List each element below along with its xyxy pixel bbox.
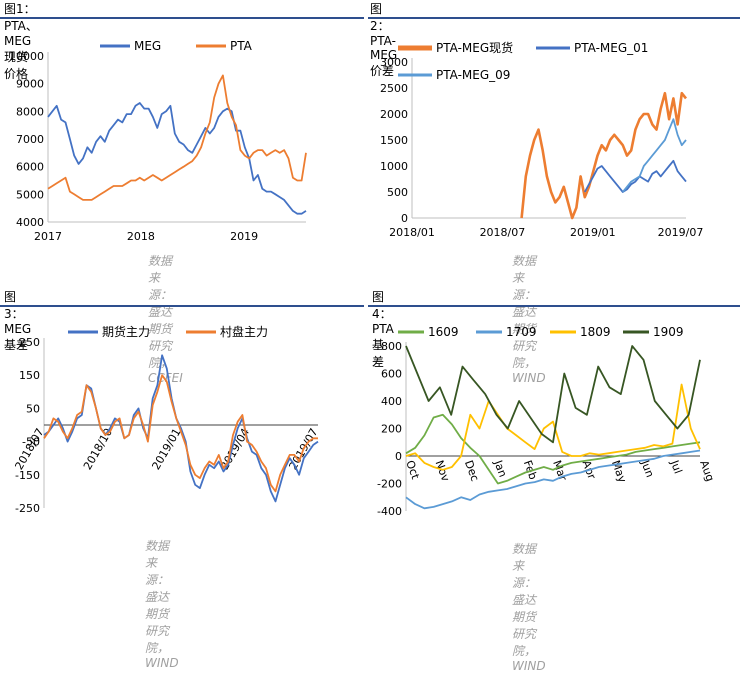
- y-tick-label: 4000: [16, 216, 44, 229]
- y-tick-label: 1000: [380, 160, 408, 173]
- y-tick-label: 200: [381, 423, 402, 436]
- x-tick-label: 2018: [127, 230, 155, 243]
- panel-2-title: 图2：PTA-MEG价差: [370, 2, 398, 78]
- y-tick-label: -400: [377, 505, 402, 518]
- y-tick-label: 3000: [380, 56, 408, 69]
- y-tick-label: -250: [15, 502, 40, 515]
- x-tick-label: 2018/07: [480, 226, 526, 239]
- y-tick-label: 2000: [380, 108, 408, 121]
- series-line-3: [622, 118, 687, 193]
- legend-label: 1909: [653, 325, 684, 339]
- series-line-2: [584, 159, 687, 193]
- series-line-2: [43, 374, 318, 493]
- panel-4-source: 数据来源：盛达期货研究院，WIND: [512, 542, 546, 673]
- panel-3-title: 图3：MEG基差: [4, 290, 32, 352]
- x-tick-label: 2019: [230, 230, 258, 243]
- chart-meg-basis: -250 -150 -50 50 150 250 2018/07 2018/10 2019/01…: [12, 324, 320, 515]
- x-tick-label: Jan: [491, 458, 509, 479]
- x-tick-label: 2019/07: [658, 226, 704, 239]
- legend-label: 1809: [580, 325, 611, 339]
- y-tick-label: 2500: [380, 82, 408, 95]
- y-tick-label: 5000: [16, 188, 44, 201]
- legend-label: 期货主力: [102, 324, 150, 339]
- legend-label: PTA-MEG现货: [436, 40, 513, 55]
- series-line-4: [405, 345, 701, 444]
- y-tick-label: 7000: [16, 133, 44, 146]
- y-tick-label: 800: [381, 340, 402, 353]
- y-tick-label: 500: [387, 186, 408, 199]
- y-tick-label: 8000: [16, 105, 44, 118]
- series-line-2: [47, 74, 307, 201]
- y-tick-label: 10000: [9, 50, 44, 63]
- x-tick-label: Aug: [697, 459, 717, 484]
- panel-2-title-rule: [368, 17, 740, 19]
- x-tick-label: 2018/10: [81, 426, 115, 472]
- y-tick-label: -50: [22, 436, 40, 449]
- series-line-3: [405, 383, 701, 471]
- x-tick-label: 2019/01: [570, 226, 616, 239]
- x-tick-label: Mar: [550, 459, 569, 483]
- panel-2-source: 数据来源：盛达期货研究院，WIND: [512, 254, 546, 385]
- y-tick-label: 1500: [380, 134, 408, 147]
- x-tick-label: Feb: [521, 459, 540, 482]
- x-tick-label: 2019/01: [149, 426, 183, 472]
- legend-label: MEG: [134, 39, 161, 53]
- panel-4-title: 图4：PTA基差: [372, 290, 394, 369]
- y-tick-label: -200: [377, 478, 402, 491]
- chart-pta-basis: -400 -200 0 200 400 600 800 Oct Nov Dec Jan Feb Mar A…: [377, 325, 717, 518]
- x-tick-label: Jun: [638, 458, 656, 480]
- legend-label: PTA-MEG_01: [574, 41, 648, 55]
- series-line-1: [47, 102, 307, 215]
- x-tick-label: Nov: [433, 459, 453, 484]
- panel-1-title: 图1：PTA、MEG现货价格: [4, 2, 38, 81]
- panel-1-title-rule: [0, 17, 364, 19]
- legend-label: 1609: [428, 325, 459, 339]
- y-tick-label: 9000: [16, 78, 44, 91]
- y-tick-label: -150: [15, 469, 40, 482]
- y-tick-label: 400: [381, 395, 402, 408]
- x-tick-label: Dec: [462, 459, 481, 483]
- panel-4-title-rule: [368, 305, 740, 307]
- panel-3-title-rule: [0, 305, 364, 307]
- legend-label: 村盘主力: [220, 324, 268, 339]
- y-tick-label: 50: [26, 402, 40, 415]
- y-tick-label: 150: [19, 369, 40, 382]
- x-tick-label: 2017: [34, 230, 62, 243]
- x-tick-label: Oct: [403, 459, 422, 482]
- y-tick-label: 250: [19, 336, 40, 349]
- legend-label: PTA: [230, 39, 253, 53]
- legend-label: 1709: [506, 325, 537, 339]
- series-line-1: [405, 413, 701, 485]
- panel-3-source: 数据来源：盛达期货研究院，WIND: [145, 539, 179, 670]
- chart-pta-meg-spread: 0 500 1000 1500 2000 2500 3000 2018/01 2018/07 20…: [380, 40, 704, 239]
- series-line-2: [405, 449, 701, 510]
- y-tick-label: 0: [401, 212, 408, 225]
- y-tick-label: 6000: [16, 161, 44, 174]
- chart-pta-meg-spot: 4000 5000 6000 7000 8000 9000 10000 2017 2018 201…: [9, 39, 307, 243]
- legend-label: PTA-MEG_09: [436, 68, 510, 82]
- series-line-1: [43, 354, 319, 503]
- series-line-1: [520, 91, 688, 220]
- x-tick-label: 2018/01: [389, 226, 435, 239]
- y-tick-label: 600: [381, 368, 402, 381]
- y-tick-label: 0: [395, 450, 402, 463]
- x-tick-label: Jul: [667, 458, 684, 476]
- x-tick-label: 2018/07: [12, 426, 46, 472]
